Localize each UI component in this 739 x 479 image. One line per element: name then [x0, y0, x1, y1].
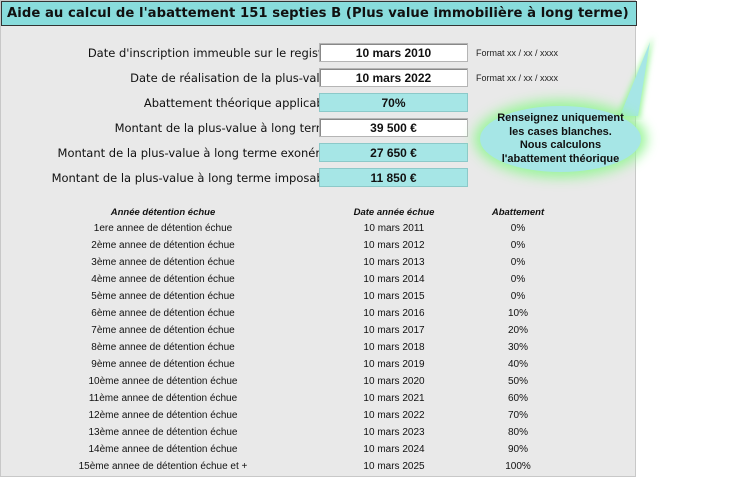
table-cell: 80%	[507, 427, 528, 438]
computed-cell: 70%	[319, 93, 468, 112]
input-cell[interactable]: 10 mars 2010	[319, 43, 468, 62]
table-cell: 10 mars 2019	[363, 359, 425, 370]
table-cell: 10 mars 2022	[363, 410, 425, 421]
table-cell: 6ème annee de détention échue	[91, 308, 235, 319]
input-cell[interactable]: 39 500 €	[319, 118, 468, 137]
table-cell: 10 mars 2014	[363, 274, 425, 285]
callout-line: les cases blanches.	[509, 125, 612, 138]
format-hint: Format xx / xx / xxxx	[476, 48, 559, 58]
table-cell: 10 mars 2018	[363, 342, 425, 353]
table-cell: 10 mars 2023	[363, 427, 425, 438]
input-cell[interactable]: 10 mars 2022	[319, 68, 468, 87]
table-cell: 10 mars 2021	[363, 393, 425, 404]
table-cell: 0%	[510, 257, 526, 268]
table-cell: 13ème annee de détention échue	[88, 427, 238, 438]
title-bar: Aide au calcul de l'abattement 151 septi…	[1, 1, 637, 26]
callout-bubble	[480, 106, 641, 172]
table-cell: 0%	[510, 274, 526, 285]
table-cell: 10%	[507, 308, 528, 319]
callout-line: l'abattement théorique	[501, 152, 620, 165]
table-cell: 14ème annee de détention échue	[88, 444, 238, 455]
callout-line: Renseignez uniquement	[497, 112, 624, 124]
table-cell: 10 mars 2024	[363, 444, 425, 455]
table-header: Date année échue	[353, 207, 435, 218]
callout-text: Renseignez uniquement les cases blanches…	[480, 112, 641, 166]
field-label: Montant de la plus-value à long terme im…	[51, 171, 334, 185]
callout-tail	[616, 36, 653, 118]
table-cell: 60%	[507, 393, 528, 404]
table-cell: 12ème annee de détention échue	[88, 410, 238, 421]
table-cell: 0%	[510, 291, 526, 302]
field-label: Abattement théorique applicable	[143, 96, 334, 110]
table-cell: 10 mars 2013	[363, 257, 425, 268]
table-cell: 0%	[510, 240, 526, 251]
table-cell: 70%	[507, 410, 528, 421]
table-cell: 15ème annee de détention échue et +	[78, 461, 248, 472]
table-cell: 9ème annee de détention échue	[91, 359, 235, 370]
table-cell: 10 mars 2015	[363, 291, 425, 302]
worksheet: Aide au calcul de l'abattement 151 septi…	[0, 0, 637, 477]
table-cell: 50%	[507, 376, 528, 387]
field-label: Montant de la plus-value à long terme	[114, 121, 334, 135]
field-label: Date d'inscription immeuble sur le regis…	[87, 46, 334, 60]
format-hint: Format xx / xx / xxxx	[476, 73, 559, 83]
table-cell: 5ème annee de détention échue	[91, 291, 235, 302]
field-label: Date de réalisation de la plus-value	[130, 71, 334, 85]
table-cell: 1ere annee de détention échue	[93, 223, 233, 234]
computed-cell: 11 850 €	[319, 168, 468, 187]
page-title: Aide au calcul de l'abattement 151 septi…	[7, 6, 629, 21]
table-header: Année détention échue	[110, 207, 216, 218]
table-cell: 11ème annee de détention échue	[88, 393, 238, 404]
table-cell: 100%	[505, 461, 531, 472]
field-label: Montant de la plus-value à long terme ex…	[57, 146, 334, 160]
table-cell: 10 mars 2020	[363, 376, 425, 387]
table-cell: 30%	[507, 342, 528, 353]
table-cell: 10 mars 2016	[363, 308, 425, 319]
table-cell: 40%	[507, 359, 528, 370]
table-cell: 20%	[507, 325, 528, 336]
table-cell: 3ème annee de détention échue	[91, 257, 235, 268]
table-cell: 0%	[510, 223, 526, 234]
table-cell: 8ème annee de détention échue	[91, 342, 235, 353]
table-cell: 10 mars 2011	[363, 223, 425, 234]
table-header: Abattement	[491, 207, 545, 218]
table-cell: 7ème annee de détention échue	[91, 325, 235, 336]
callout-line: Nous calculons	[519, 139, 602, 151]
table-cell: 10ème annee de détention échue	[88, 376, 238, 387]
table-cell: 10 mars 2025	[363, 461, 425, 472]
table-cell: 90%	[507, 444, 528, 455]
table-cell: 10 mars 2012	[363, 240, 425, 251]
table-cell: 10 mars 2017	[363, 325, 425, 336]
computed-cell: 27 650 €	[319, 143, 468, 162]
table-cell: 2ème annee de détention échue	[91, 240, 235, 251]
table-cell: 4ème annee de détention échue	[91, 274, 235, 285]
